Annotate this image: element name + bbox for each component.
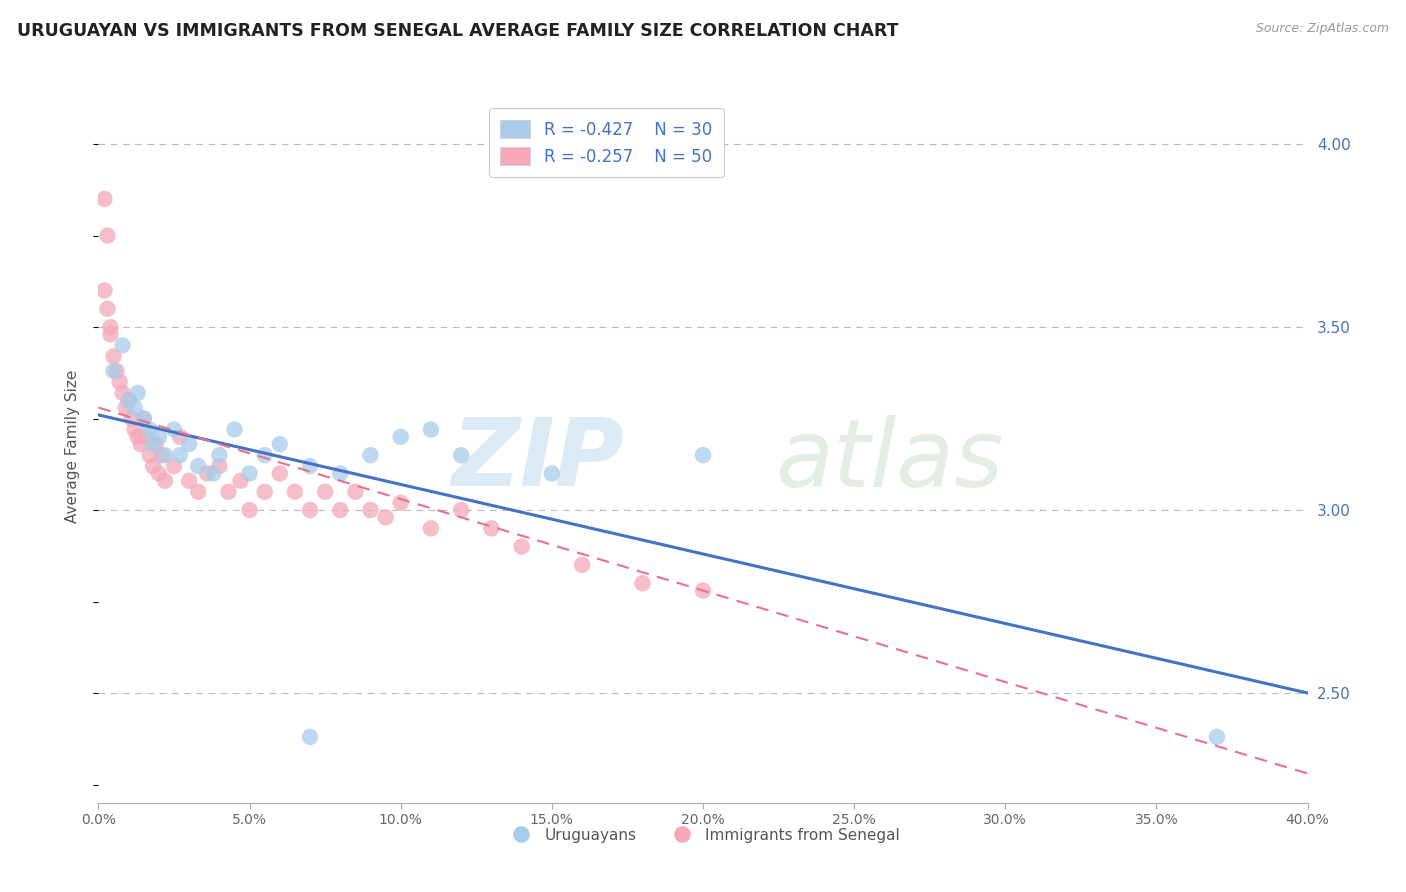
Point bbox=[329, 503, 352, 517]
Point bbox=[195, 467, 218, 481]
Point bbox=[329, 467, 352, 481]
Point bbox=[135, 430, 157, 444]
Point bbox=[253, 484, 276, 499]
Point bbox=[202, 467, 225, 481]
Text: atlas: atlas bbox=[776, 415, 1004, 506]
Text: Source: ZipAtlas.com: Source: ZipAtlas.com bbox=[1256, 22, 1389, 36]
Point bbox=[169, 448, 191, 462]
Point bbox=[103, 349, 125, 363]
Point bbox=[132, 411, 155, 425]
Point bbox=[127, 430, 149, 444]
Point bbox=[269, 437, 291, 451]
Point bbox=[420, 521, 443, 535]
Point bbox=[96, 301, 118, 316]
Point bbox=[108, 375, 131, 389]
Point bbox=[93, 284, 115, 298]
Point bbox=[142, 459, 165, 474]
Point bbox=[163, 459, 186, 474]
Point bbox=[150, 448, 173, 462]
Point bbox=[169, 430, 191, 444]
Point bbox=[299, 459, 322, 474]
Point bbox=[224, 423, 246, 437]
Point bbox=[127, 386, 149, 401]
Point bbox=[360, 503, 382, 517]
Point bbox=[284, 484, 307, 499]
Point bbox=[344, 484, 367, 499]
Point bbox=[103, 364, 125, 378]
Point bbox=[389, 496, 412, 510]
Y-axis label: Average Family Size: Average Family Size bbox=[65, 369, 80, 523]
Point bbox=[314, 484, 336, 499]
Point bbox=[121, 411, 143, 425]
Point bbox=[217, 484, 239, 499]
Point bbox=[153, 448, 176, 462]
Legend: Uruguayans, Immigrants from Senegal: Uruguayans, Immigrants from Senegal bbox=[501, 822, 905, 848]
Point bbox=[129, 437, 152, 451]
Point bbox=[111, 386, 134, 401]
Point bbox=[253, 448, 276, 462]
Point bbox=[1206, 730, 1229, 744]
Point bbox=[124, 423, 146, 437]
Point bbox=[692, 583, 714, 598]
Point bbox=[118, 393, 141, 408]
Point bbox=[105, 364, 128, 378]
Point bbox=[124, 401, 146, 415]
Point bbox=[93, 192, 115, 206]
Point bbox=[179, 474, 201, 488]
Point bbox=[389, 430, 412, 444]
Point bbox=[100, 320, 122, 334]
Point bbox=[360, 448, 382, 462]
Point bbox=[510, 540, 533, 554]
Point bbox=[96, 228, 118, 243]
Point bbox=[163, 423, 186, 437]
Point bbox=[187, 484, 209, 499]
Point bbox=[111, 338, 134, 352]
Point bbox=[187, 459, 209, 474]
Point bbox=[148, 467, 170, 481]
Point bbox=[420, 423, 443, 437]
Text: URUGUAYAN VS IMMIGRANTS FROM SENEGAL AVERAGE FAMILY SIZE CORRELATION CHART: URUGUAYAN VS IMMIGRANTS FROM SENEGAL AVE… bbox=[17, 22, 898, 40]
Point bbox=[374, 510, 396, 524]
Point bbox=[100, 327, 122, 342]
Point bbox=[269, 467, 291, 481]
Point bbox=[118, 393, 141, 408]
Point bbox=[571, 558, 593, 572]
Point bbox=[692, 448, 714, 462]
Point bbox=[450, 448, 472, 462]
Point bbox=[540, 467, 562, 481]
Point bbox=[299, 503, 322, 517]
Point bbox=[450, 503, 472, 517]
Point bbox=[481, 521, 503, 535]
Point bbox=[145, 437, 167, 451]
Point bbox=[229, 474, 252, 488]
Point bbox=[142, 437, 165, 451]
Point bbox=[631, 576, 654, 591]
Point bbox=[153, 474, 176, 488]
Text: ZIP: ZIP bbox=[451, 414, 624, 507]
Point bbox=[114, 401, 136, 415]
Point bbox=[132, 411, 155, 425]
Point bbox=[208, 459, 231, 474]
Point bbox=[139, 448, 162, 462]
Point bbox=[239, 467, 262, 481]
Point bbox=[179, 437, 201, 451]
Point bbox=[139, 423, 162, 437]
Point bbox=[299, 730, 322, 744]
Point bbox=[239, 503, 262, 517]
Point bbox=[148, 430, 170, 444]
Point bbox=[208, 448, 231, 462]
